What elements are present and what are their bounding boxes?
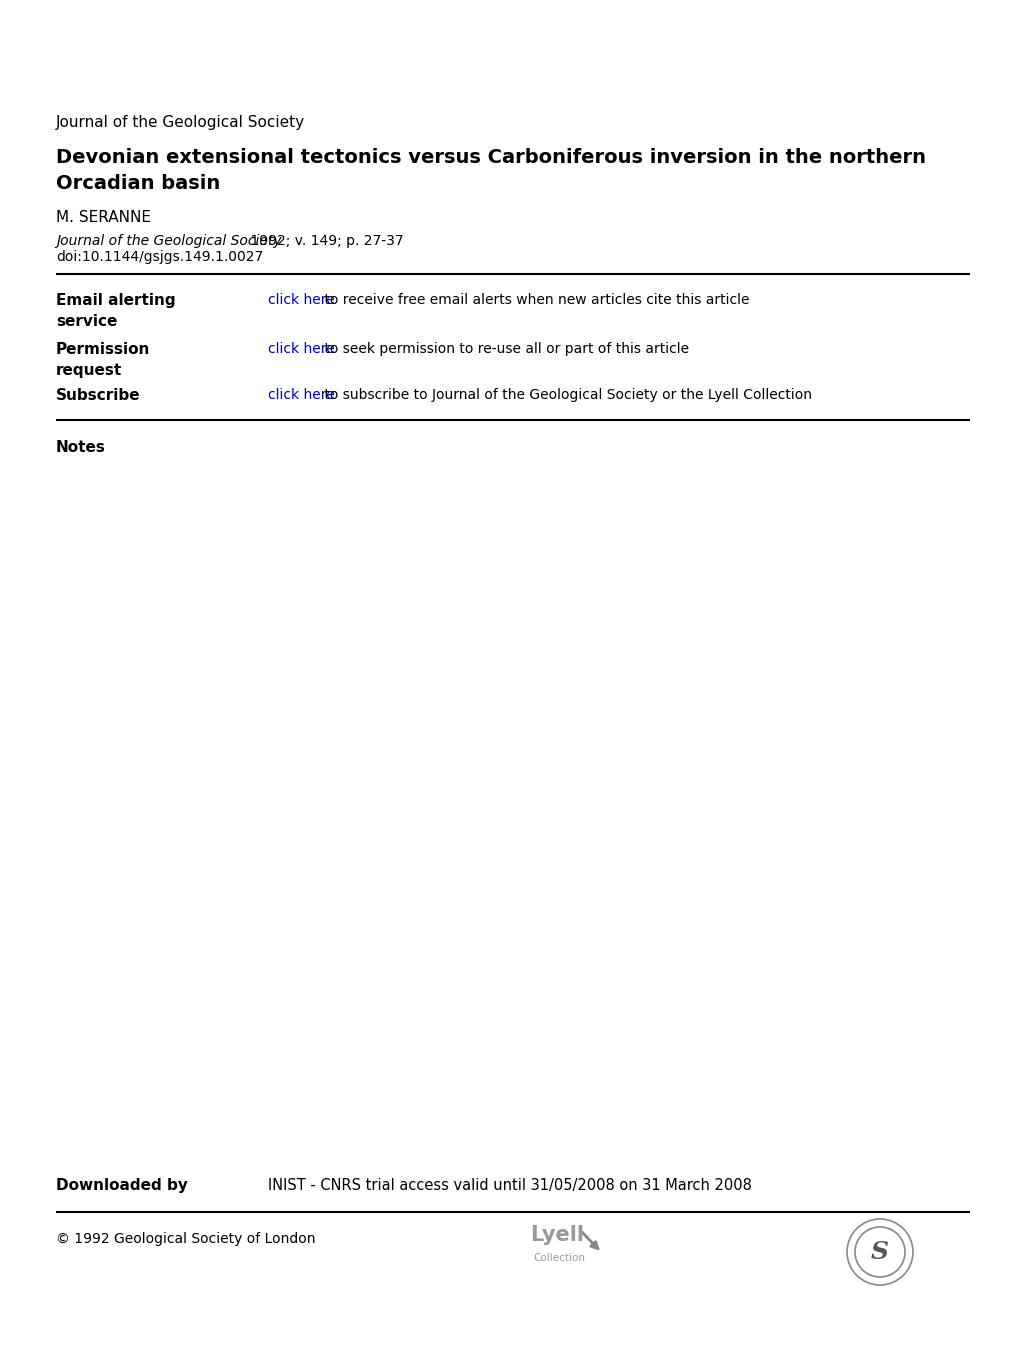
Text: 1992; v. 149; p. 27-37: 1992; v. 149; p. 27-37	[246, 234, 404, 248]
Text: © 1992 Geological Society of London: © 1992 Geological Society of London	[56, 1232, 315, 1246]
FancyArrowPatch shape	[582, 1232, 597, 1249]
Text: Journal of the Geological Society: Journal of the Geological Society	[56, 114, 305, 129]
Text: Email alerting
service: Email alerting service	[56, 293, 175, 328]
Text: Orcadian basin: Orcadian basin	[56, 174, 220, 194]
Text: to subscribe to Journal of the Geological Society or the Lyell Collection: to subscribe to Journal of the Geologica…	[320, 388, 811, 402]
Text: Notes: Notes	[56, 440, 106, 455]
Text: click here: click here	[268, 388, 334, 402]
Text: Devonian extensional tectonics versus Carboniferous inversion in the northern: Devonian extensional tectonics versus Ca…	[56, 149, 925, 168]
Text: click here: click here	[268, 293, 334, 307]
Text: INIST - CNRS trial access valid until 31/05/2008 on 31 March 2008: INIST - CNRS trial access valid until 31…	[268, 1178, 751, 1193]
Text: Permission
request: Permission request	[56, 342, 150, 378]
Text: Collection: Collection	[533, 1253, 585, 1264]
Text: click here: click here	[268, 342, 334, 356]
Text: Journal of the Geological Society: Journal of the Geological Society	[56, 234, 281, 248]
Text: Lyell: Lyell	[530, 1225, 584, 1244]
Text: M. SERANNE: M. SERANNE	[56, 210, 151, 225]
Text: S: S	[870, 1240, 889, 1264]
Text: doi:10.1144/gsjgs.149.1.0027: doi:10.1144/gsjgs.149.1.0027	[56, 249, 263, 264]
Text: Subscribe: Subscribe	[56, 388, 141, 403]
Text: to receive free email alerts when new articles cite this article: to receive free email alerts when new ar…	[320, 293, 749, 307]
Text: Downloaded by: Downloaded by	[56, 1178, 187, 1193]
Text: to seek permission to re-use all or part of this article: to seek permission to re-use all or part…	[320, 342, 689, 356]
